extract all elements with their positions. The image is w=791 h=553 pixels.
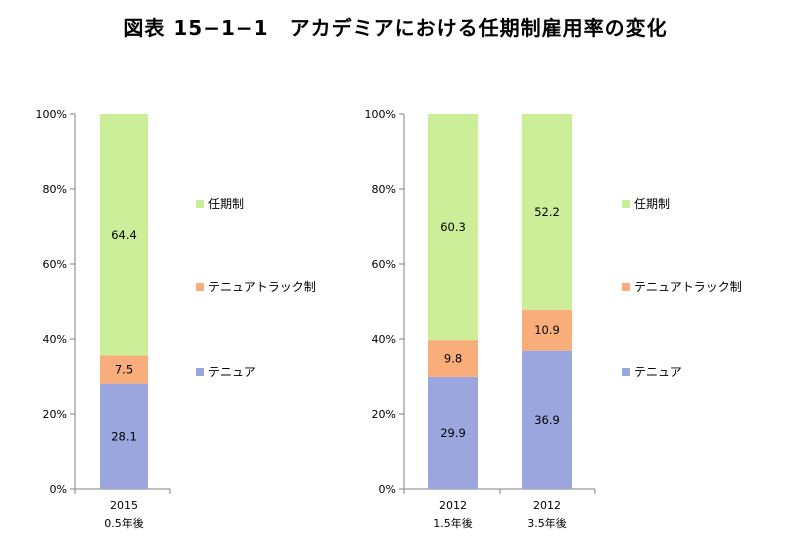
y-tick-label: 100%: [36, 108, 67, 121]
data-label: 10.9: [534, 323, 560, 337]
bar-segment: [100, 355, 148, 384]
data-label: 36.9: [534, 413, 560, 427]
y-tick-label: 80%: [43, 183, 67, 196]
y-tick-label: 100%: [365, 108, 396, 121]
data-label: 60.3: [440, 220, 466, 234]
legend-label: テニュア: [634, 365, 682, 379]
data-label: 52.2: [534, 205, 560, 219]
page-title: 図表 15−1−1 アカデミアにおける任期制雇用率の変化: [123, 16, 668, 40]
legend-swatch: [196, 368, 204, 376]
data-label: 7.5: [115, 363, 133, 377]
y-tick-label: 40%: [372, 333, 396, 346]
x-tick-label: 1.5年後: [433, 516, 473, 530]
legend-swatch: [196, 283, 204, 291]
legend-label: テニュア: [208, 365, 256, 379]
y-tick-label: 20%: [43, 408, 67, 421]
y-tick-label: 20%: [372, 408, 396, 421]
x-tick-label: 3.5年後: [527, 516, 567, 530]
legend-swatch: [622, 283, 630, 291]
legend-swatch: [196, 200, 204, 208]
data-label: 9.8: [444, 352, 462, 366]
legend-label: テニュアトラック制: [208, 280, 316, 294]
bar-segment: [100, 114, 148, 356]
bar-segment: [100, 383, 148, 489]
y-tick-label: 60%: [372, 258, 396, 271]
data-label: 64.4: [111, 228, 137, 242]
bar-segment: [522, 114, 572, 310]
bar-segment: [428, 114, 478, 341]
y-tick-label: 60%: [43, 258, 67, 271]
x-tick-label: 2015: [110, 499, 138, 512]
bar-segment: [428, 340, 478, 377]
legend-label: テニュアトラック制: [634, 280, 742, 294]
x-tick-label: 2012: [439, 499, 467, 512]
legend-label: 任期制: [208, 197, 244, 211]
y-tick-label: 80%: [372, 183, 396, 196]
data-label: 29.9: [440, 426, 466, 440]
legend-label: 任期制: [634, 197, 670, 211]
legend-swatch: [622, 368, 630, 376]
y-tick-label: 0%: [50, 483, 67, 496]
y-tick-label: 40%: [43, 333, 67, 346]
bar-segment: [428, 376, 478, 489]
data-label: 28.1: [111, 429, 137, 443]
bar-segment: [522, 350, 572, 489]
bar-segment: [522, 309, 572, 351]
x-tick-label: 2012: [533, 499, 561, 512]
x-tick-label: 0.5年後: [104, 516, 144, 530]
y-tick-label: 0%: [379, 483, 396, 496]
legend-swatch: [622, 200, 630, 208]
